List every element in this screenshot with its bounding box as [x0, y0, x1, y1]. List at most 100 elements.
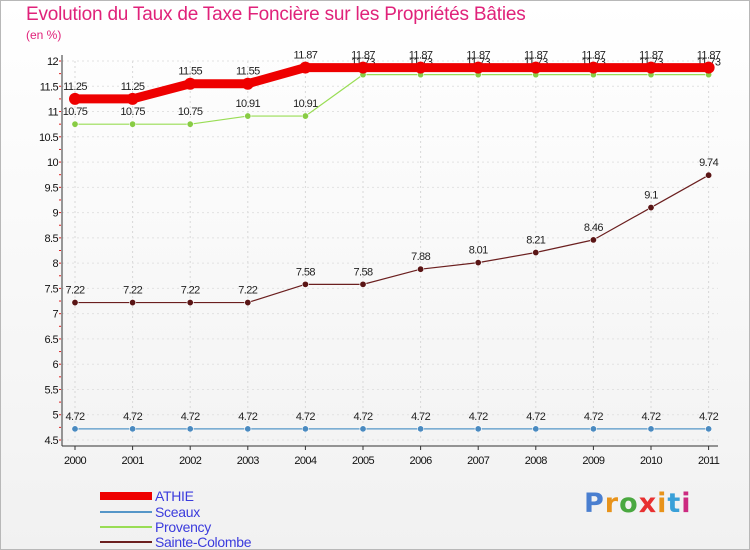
- data-label: 11.25: [121, 81, 145, 93]
- y-minor-tick: [59, 250, 61, 251]
- data-point: [417, 265, 425, 273]
- logo-letter: i: [657, 488, 668, 519]
- data-point: [647, 204, 655, 212]
- data-label: 11.87: [294, 50, 318, 62]
- data-label: 4.72: [411, 411, 430, 423]
- y-minor-tick: [59, 73, 61, 75]
- data-label: 4.72: [526, 411, 545, 423]
- data-point: [417, 425, 425, 433]
- y-tick-label: 11: [48, 107, 59, 119]
- x-tick-label: 2005: [352, 455, 375, 467]
- logo-letter: r: [604, 488, 620, 519]
- y-minor-tick: [59, 60, 61, 62]
- data-point: [645, 61, 657, 74]
- data-label: 11.55: [236, 66, 260, 78]
- data-label: 7.22: [181, 285, 200, 297]
- data-label: 10.75: [63, 106, 88, 118]
- data-label: 4.72: [699, 411, 718, 423]
- data-point: [186, 425, 194, 433]
- y-minor-tick: [59, 414, 61, 416]
- series-line-athie: [75, 63, 709, 104]
- logo-letter: t: [667, 488, 682, 519]
- y-minor-tick: [59, 287, 61, 289]
- x-tick-label: 2007: [467, 455, 490, 467]
- y-minor-tick: [59, 363, 61, 365]
- data-point: [532, 249, 540, 257]
- data-label: 11.87: [697, 50, 721, 62]
- data-point: [244, 425, 252, 433]
- legend-swatch: [100, 526, 152, 528]
- data-point: [244, 112, 252, 120]
- legend-swatch: [100, 511, 152, 513]
- x-tick-label: 2008: [525, 455, 548, 467]
- y-minor-tick: [59, 275, 61, 277]
- y-minor-tick: [59, 325, 61, 327]
- y-minor-tick: [59, 237, 61, 239]
- data-label: 8.46: [584, 222, 603, 234]
- y-tick-label: 6.5: [45, 334, 59, 346]
- data-label: 8.21: [526, 235, 545, 247]
- data-point: [472, 61, 485, 74]
- data-point: [301, 425, 309, 433]
- y-tick-label: 5.5: [45, 384, 59, 396]
- chart-title: Evolution du Taux de Taxe Foncière sur l…: [26, 4, 526, 25]
- data-label: 10.91: [236, 98, 261, 110]
- data-label: 4.72: [584, 411, 603, 423]
- y-minor-tick: [59, 313, 61, 315]
- data-label: 7.58: [353, 266, 372, 278]
- data-label: 11.87: [524, 50, 548, 62]
- y-minor-tick: [59, 111, 61, 113]
- data-label: 10.91: [293, 98, 318, 110]
- y-minor-tick: [59, 148, 61, 150]
- y-minor-tick: [59, 98, 61, 100]
- data-label: 11.87: [639, 50, 663, 62]
- x-tick-label: 2000: [64, 455, 87, 467]
- legend-label: Sainte-Colombe: [155, 534, 252, 550]
- y-minor-tick: [59, 136, 61, 138]
- data-point: [244, 299, 252, 307]
- data-point: [532, 425, 540, 433]
- logo-letter: i: [681, 488, 692, 519]
- data-point: [129, 120, 137, 128]
- x-tick-label: 2009: [582, 455, 605, 467]
- data-point: [647, 425, 655, 433]
- series-line-sainte-colombe: [75, 174, 709, 304]
- y-tick-label: 5: [52, 410, 58, 422]
- y-minor-tick: [59, 351, 61, 353]
- data-point: [587, 61, 600, 74]
- data-label: 10.75: [120, 106, 145, 118]
- y-axis-unit: (en %): [26, 28, 62, 42]
- y-minor-tick: [59, 262, 61, 264]
- y-minor-tick: [59, 224, 61, 226]
- x-tick-label: 2010: [640, 455, 663, 467]
- data-point: [299, 61, 312, 74]
- data-point: [129, 299, 137, 307]
- data-point: [705, 171, 713, 179]
- data-label: 4.72: [296, 411, 315, 423]
- y-minor-tick: [59, 376, 61, 378]
- data-point: [186, 299, 194, 307]
- y-tick-label: 11.5: [40, 81, 59, 93]
- data-label: 11.87: [466, 50, 490, 62]
- data-label: 9.1: [644, 190, 658, 202]
- data-point: [589, 425, 597, 433]
- logo-letter: P: [584, 488, 605, 519]
- data-label: 11.87: [409, 50, 433, 62]
- data-point: [71, 299, 79, 307]
- data-point: [71, 120, 79, 128]
- y-tick-label: 10.5: [39, 132, 58, 144]
- data-label: 7.22: [123, 285, 142, 297]
- data-point: [359, 425, 367, 433]
- y-minor-tick: [59, 212, 61, 214]
- x-tick-label: 2011: [698, 455, 720, 467]
- data-label: 7.58: [296, 266, 315, 278]
- data-point: [184, 77, 197, 90]
- y-tick-label: 4.5: [45, 435, 59, 447]
- data-label: 7.22: [65, 285, 84, 297]
- legend-label: ATHIE: [155, 488, 194, 504]
- y-tick-label: 8.5: [45, 233, 59, 245]
- data-point: [474, 259, 482, 267]
- y-minor-tick: [59, 426, 61, 428]
- data-point: [126, 92, 139, 105]
